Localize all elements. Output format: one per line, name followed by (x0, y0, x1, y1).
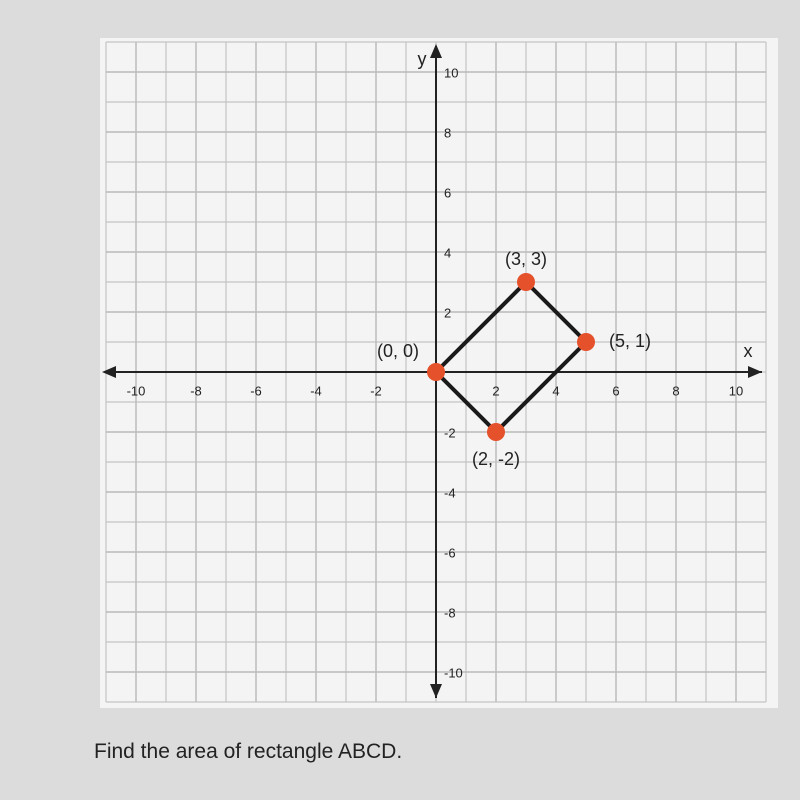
y-tick-label: 6 (444, 185, 451, 200)
y-tick-label: -8 (444, 605, 456, 620)
x-tick-label: 6 (612, 383, 619, 398)
x-tick-label: -4 (310, 383, 322, 398)
x-tick-label: -8 (190, 383, 202, 398)
point (487, 423, 505, 441)
x-tick-label: -2 (370, 383, 382, 398)
y-tick-label: -2 (444, 425, 456, 440)
point (427, 363, 445, 381)
y-tick-label: -4 (444, 485, 456, 500)
x-tick-label: 2 (492, 383, 499, 398)
y-axis-label: y (418, 49, 427, 69)
y-tick-label: -10 (444, 665, 463, 680)
point (517, 273, 535, 291)
point-label: (2, -2) (472, 449, 520, 469)
y-tick-label: 2 (444, 305, 451, 320)
x-axis-label: x (744, 341, 753, 361)
x-tick-label: -6 (250, 383, 262, 398)
x-tick-label: -10 (127, 383, 146, 398)
question: Find the area of rectangle ABCD. (94, 740, 403, 763)
point (577, 333, 595, 351)
chart: x y -10 -8 -6 -4 -2 2 4 6 8 10 -10 -8 -6 -4 -2 2 4 6 8 10 (0, … (100, 38, 778, 708)
x-tick-label: 8 (672, 383, 679, 398)
point-label: (5, 1) (609, 331, 651, 351)
y-tick-label: 8 (444, 125, 451, 140)
y-tick-label: 4 (444, 245, 451, 260)
x-tick-label: 4 (552, 383, 559, 398)
x-tick-label: 10 (729, 383, 743, 398)
y-tick-label: 10 (444, 65, 458, 80)
point-label: (0, 0) (377, 341, 419, 361)
y-tick-label: -6 (444, 545, 456, 560)
point-label: (3, 3) (505, 249, 547, 269)
